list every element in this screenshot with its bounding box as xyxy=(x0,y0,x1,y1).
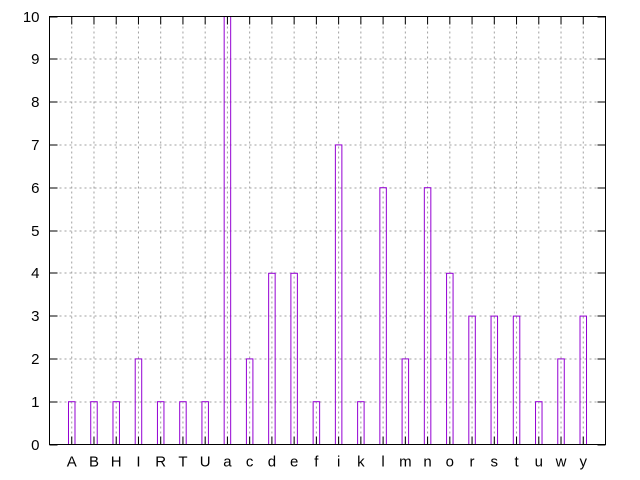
y-tick-label: 0 xyxy=(31,437,39,454)
y-tick-label: 2 xyxy=(31,351,39,368)
bar-i xyxy=(334,144,343,445)
bar-t xyxy=(512,315,521,445)
x-tick-label: k xyxy=(357,454,365,471)
x-tick-label: y xyxy=(580,454,588,471)
bar-y xyxy=(579,315,588,445)
x-tick-label: a xyxy=(223,454,232,471)
bar-s xyxy=(490,315,499,445)
x-tick-label: e xyxy=(290,454,298,471)
x-tick-label: l xyxy=(381,454,384,471)
x-tick-label: c xyxy=(246,454,254,471)
plot-frame xyxy=(49,16,606,445)
y-tick-label: 5 xyxy=(31,223,39,240)
x-tick-label: o xyxy=(446,454,454,471)
y-tick-label: 8 xyxy=(31,94,39,111)
x-tick-label: H xyxy=(111,454,122,471)
axis-ticks xyxy=(49,16,606,446)
y-tick-label: 9 xyxy=(31,51,39,68)
x-tick-label: m xyxy=(399,454,412,471)
x-tick-label: R xyxy=(155,454,166,471)
x-tick-label: U xyxy=(200,454,211,471)
y-tick-label: 3 xyxy=(31,308,39,325)
x-tick-label: A xyxy=(67,454,77,471)
x-tick-label: t xyxy=(514,454,519,471)
y-tick-label: 7 xyxy=(31,137,39,154)
grid xyxy=(49,16,606,445)
x-tick-label: w xyxy=(555,454,567,471)
y-tick-label: 1 xyxy=(31,394,39,411)
x-tick-label: u xyxy=(535,454,543,471)
bar-r xyxy=(468,315,476,445)
x-tick-label: s xyxy=(491,454,499,471)
x-tick-label: i xyxy=(337,454,340,471)
y-tick-labels: 0 1 2 3 4 5 6 7 8 9 10 xyxy=(23,9,40,454)
x-tick-label: I xyxy=(136,454,140,471)
y-tick-label: 4 xyxy=(31,265,39,282)
y-tick-label: 10 xyxy=(23,9,40,26)
x-tick-label: d xyxy=(268,454,276,471)
x-tick-label: B xyxy=(89,454,99,471)
x-tick-label: T xyxy=(178,454,187,471)
y-tick-label: 6 xyxy=(31,180,39,197)
x-tick-label: f xyxy=(314,454,319,471)
x-tick-label: n xyxy=(423,454,431,471)
x-tick-label: r xyxy=(470,454,475,471)
